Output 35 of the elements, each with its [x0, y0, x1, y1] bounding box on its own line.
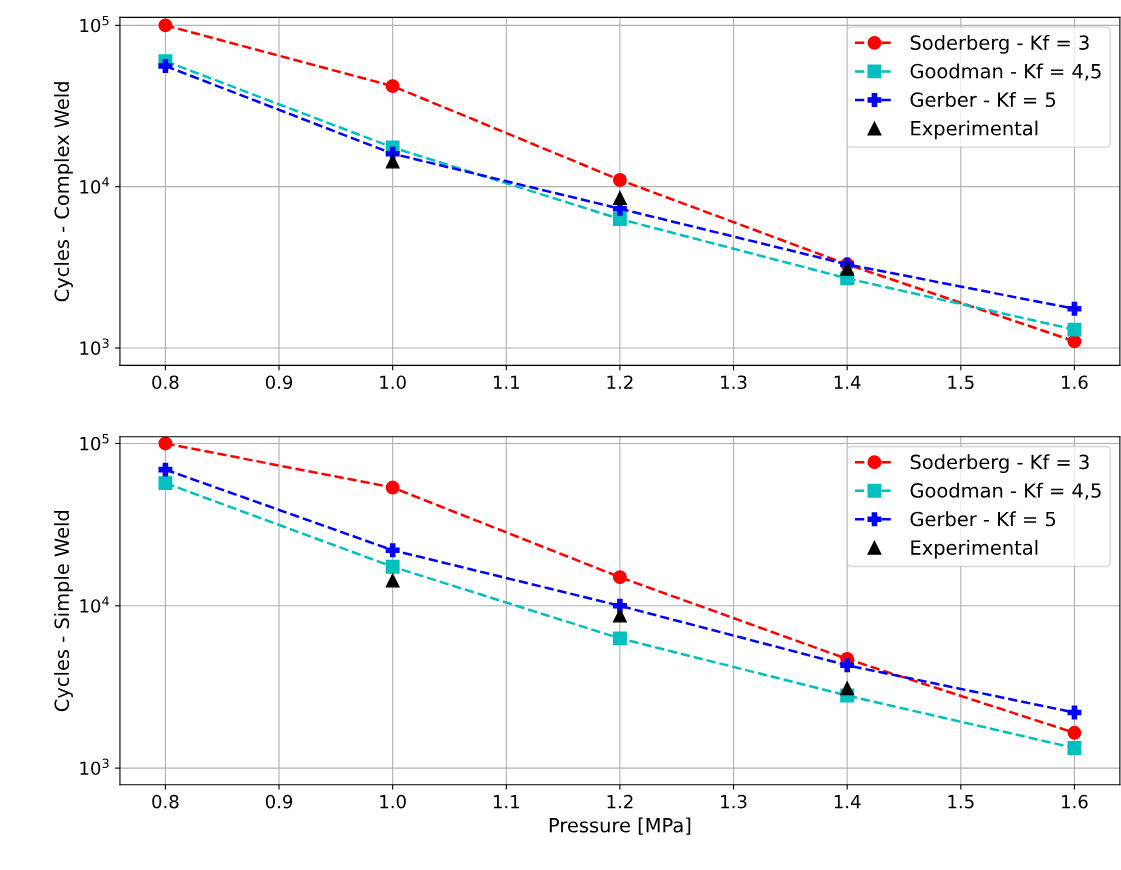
x-tick-label: 1.2: [607, 794, 633, 809]
y-tick-label: 10$^{3}$: [80, 338, 109, 355]
y-axis-title: Cycles - Complex Weld: [54, 82, 73, 302]
y-tick-label: 10$^{5}$: [80, 15, 109, 33]
y-axis-title: Cycles - Simple Weld: [54, 511, 73, 712]
x-tick-label: 1.3: [721, 794, 747, 809]
x-tick-label: 1.3: [721, 375, 747, 390]
x-tick-label: 1.1: [493, 375, 519, 389]
y-tick-label: 10$^{3}$: [80, 758, 109, 776]
x-axis-title: Pressure [MPa]: [549, 817, 691, 835]
x-tick-label: 0.8: [152, 375, 179, 390]
legend-label: Soderberg - Kf = 3: [910, 454, 1089, 474]
x-tick-label: 1.2: [607, 375, 633, 389]
x-tick-label: 1.4: [834, 375, 861, 389]
legend-label: Goodman - Kf = 4,5: [910, 63, 1101, 81]
x-tick-label: 0.9: [265, 375, 293, 390]
x-tick-label: 1.6: [1062, 794, 1088, 809]
x-tick-label: 0.9: [265, 794, 293, 809]
x-tick-label: 1.5: [948, 375, 974, 390]
x-tick-label: 1.4: [834, 795, 861, 809]
legend-label: Experimental: [911, 539, 1038, 559]
x-tick-label: 1.6: [1062, 375, 1088, 390]
legend-label: Gerber - Kf = 5: [910, 511, 1056, 527]
legend-label: Soderberg - Kf = 3: [910, 34, 1089, 54]
x-tick-label: 0.8: [152, 794, 179, 809]
x-tick-label: 1.1: [493, 795, 519, 809]
legend-label: Goodman - Kf = 4,5: [910, 482, 1101, 500]
y-tick-label: 10$^{4}$: [80, 177, 109, 194]
legend-label: Gerber - Kf = 5: [910, 91, 1056, 108]
y-tick-label: 10$^{5}$: [80, 434, 109, 451]
x-tick-label: 1.5: [948, 795, 974, 809]
y-tick-label: 10$^{4}$: [80, 596, 109, 613]
legend-label: Experimental: [911, 120, 1038, 140]
x-tick-label: 1.0: [380, 794, 406, 809]
x-tick-label: 1.0: [380, 375, 406, 390]
